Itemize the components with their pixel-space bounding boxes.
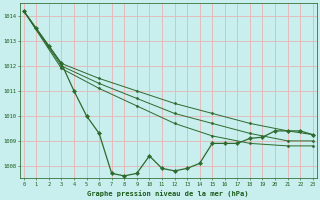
X-axis label: Graphe pression niveau de la mer (hPa): Graphe pression niveau de la mer (hPa) [87,190,249,197]
